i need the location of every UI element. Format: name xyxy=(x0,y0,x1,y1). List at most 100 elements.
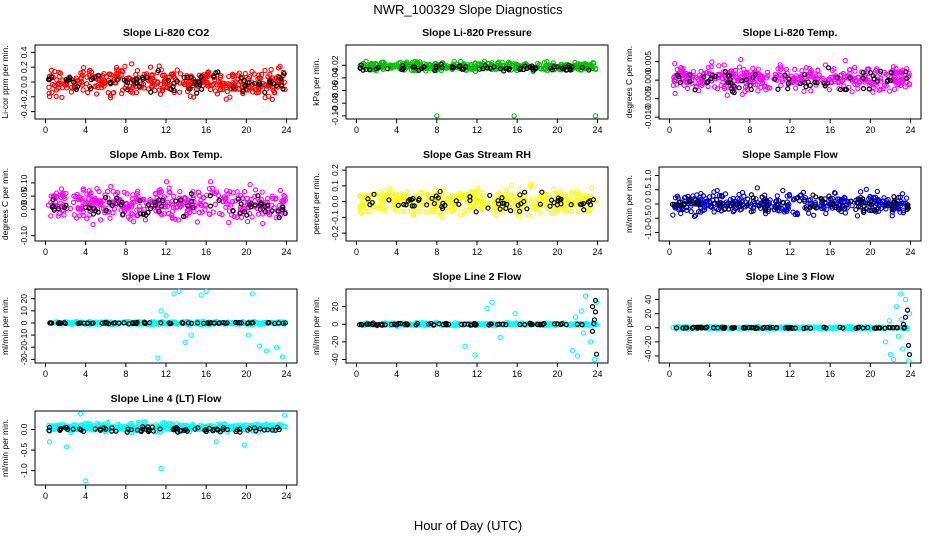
data-point xyxy=(217,86,224,93)
data-point xyxy=(207,86,214,93)
x-tick-label: 4 xyxy=(83,125,88,135)
data-point xyxy=(708,64,714,70)
data-point xyxy=(141,85,147,91)
data-point xyxy=(205,79,211,86)
data-point xyxy=(461,209,467,215)
reference-point xyxy=(699,325,705,331)
reference-point xyxy=(752,71,759,78)
reference-point xyxy=(719,200,726,207)
data-point xyxy=(363,58,369,65)
reference-point xyxy=(65,77,71,83)
data-point xyxy=(838,78,844,85)
reference-point xyxy=(375,64,381,71)
data-point xyxy=(674,66,680,73)
reference-point xyxy=(782,72,788,78)
data-point xyxy=(866,79,872,85)
reference-point xyxy=(524,206,530,212)
y-tick-label: 0.2 xyxy=(19,61,29,73)
x-tick-label: 20 xyxy=(241,491,251,501)
data-point xyxy=(529,196,536,202)
data-point xyxy=(424,191,430,198)
y-tick-label: -0.04 xyxy=(330,68,340,88)
data-point xyxy=(823,210,829,217)
reference-point xyxy=(55,320,62,327)
data-point xyxy=(563,209,569,215)
reference-point xyxy=(522,322,528,328)
data-point xyxy=(376,206,382,212)
reference-point xyxy=(894,325,900,331)
data-point xyxy=(583,194,589,200)
reference-point xyxy=(586,67,592,73)
data-point xyxy=(185,86,192,92)
reference-point xyxy=(503,205,509,211)
y-tick-label: -0.4 xyxy=(19,104,29,119)
data-point xyxy=(230,72,237,78)
outlier-point xyxy=(63,444,70,450)
y-tick-label: 0.10 xyxy=(19,174,29,191)
reference-outlier-point xyxy=(905,342,912,348)
reference-point xyxy=(782,325,788,331)
reference-point xyxy=(445,321,452,327)
reference-point xyxy=(193,81,199,87)
reference-point xyxy=(403,202,409,208)
data-point xyxy=(206,186,213,192)
reference-point xyxy=(257,201,263,207)
reference-point xyxy=(71,79,77,85)
outlier-point xyxy=(580,330,587,336)
reference-point xyxy=(744,202,751,208)
reference-point xyxy=(499,200,505,206)
y-tick-label: -0.005 xyxy=(643,86,653,110)
data-point xyxy=(59,94,65,101)
data-point xyxy=(807,197,813,203)
data-point xyxy=(480,190,486,196)
data-point xyxy=(77,213,83,219)
x-tick-label: 24 xyxy=(593,369,603,379)
data-point xyxy=(505,192,511,199)
x-tick-label: 8 xyxy=(434,369,439,379)
data-point xyxy=(835,205,842,211)
data-point xyxy=(457,212,464,218)
data-point xyxy=(86,188,92,194)
reference-point xyxy=(495,198,501,204)
data-point xyxy=(857,189,864,195)
outlier-point xyxy=(591,356,598,363)
reference-point xyxy=(874,78,881,84)
data-point xyxy=(371,204,377,210)
data-point xyxy=(418,189,424,195)
x-tick-label: 12 xyxy=(161,125,171,135)
reference-point xyxy=(802,71,808,78)
data-point xyxy=(260,220,266,227)
data-point xyxy=(249,68,255,75)
data-point xyxy=(171,89,177,96)
data-point xyxy=(537,210,543,216)
data-point xyxy=(153,429,159,435)
outlier-point xyxy=(77,411,84,417)
reference-point xyxy=(750,74,756,80)
x-tick-label: 12 xyxy=(472,247,482,257)
y-tick-label: 0 xyxy=(19,320,29,325)
reference-point xyxy=(482,62,488,68)
reference-point xyxy=(803,84,809,90)
reference-point xyxy=(188,320,195,326)
y-tick-label: -0.06 xyxy=(330,81,340,101)
reference-point xyxy=(737,203,743,209)
data-point xyxy=(265,93,272,99)
data-point xyxy=(880,85,886,92)
y-axis-label: ml/min per min. xyxy=(0,419,10,477)
data-point xyxy=(803,65,809,71)
reference-point xyxy=(73,86,79,93)
data-point xyxy=(97,199,104,205)
reference-point xyxy=(402,321,408,327)
reference-outlier-point xyxy=(902,314,909,320)
reference-point xyxy=(266,78,272,84)
data-point xyxy=(511,321,517,327)
x-tick-label: 12 xyxy=(161,491,171,501)
data-point xyxy=(794,75,801,81)
data-point xyxy=(68,321,75,327)
data-point xyxy=(724,92,731,98)
reference-point xyxy=(363,66,369,72)
outlier-point xyxy=(203,288,209,295)
reference-point xyxy=(537,201,543,207)
outlier-point xyxy=(511,113,517,119)
data-point xyxy=(264,195,271,202)
